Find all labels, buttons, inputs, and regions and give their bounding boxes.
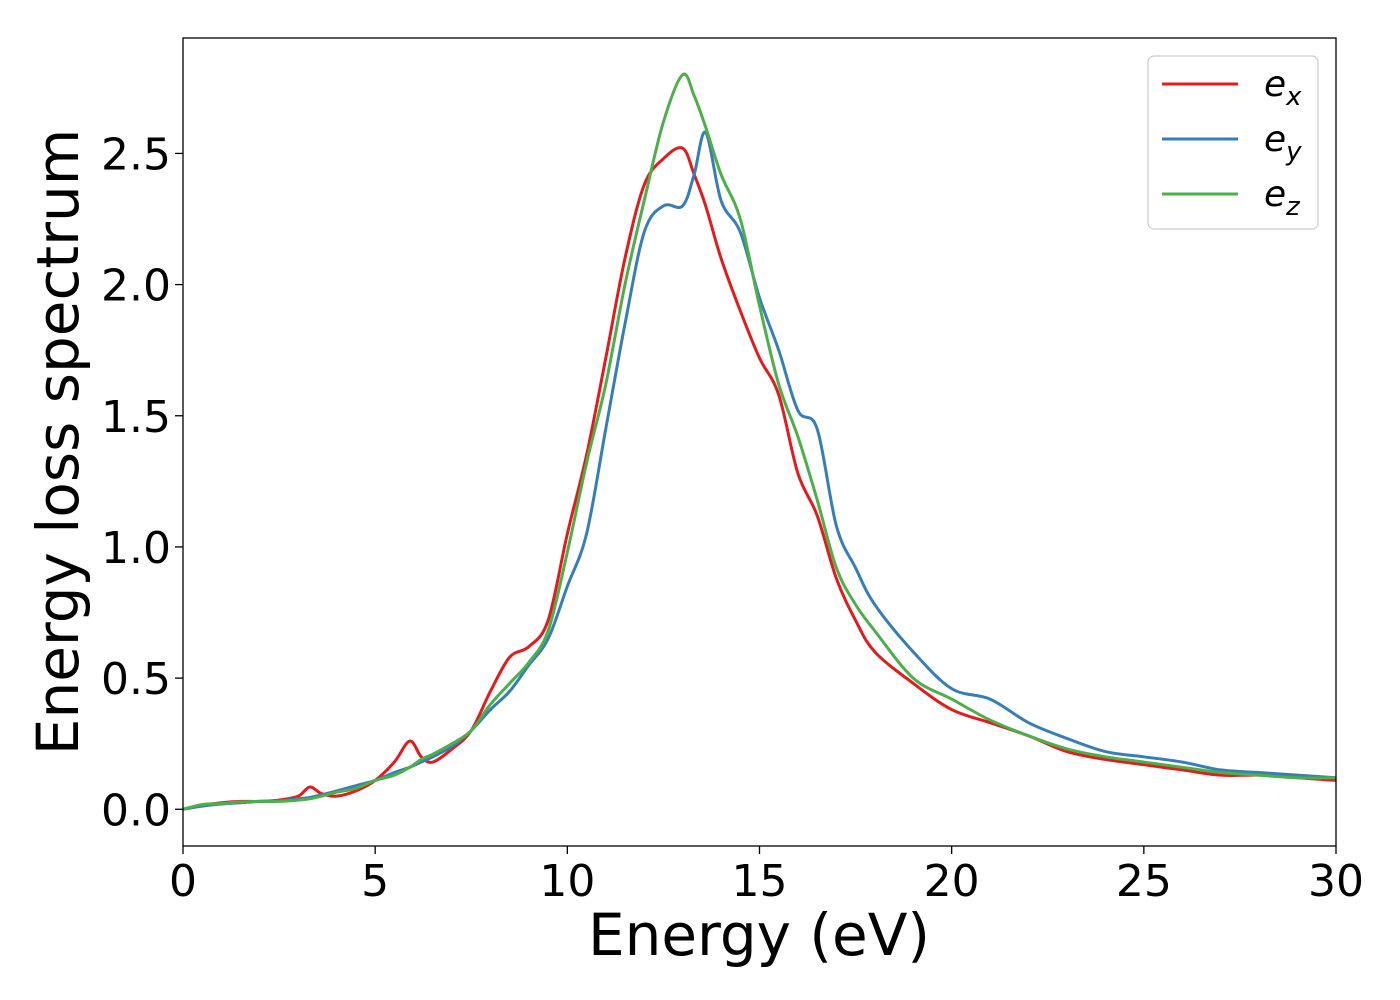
legend-box — [1147, 55, 1319, 230]
x-axis-label: Energy (eV) — [588, 901, 930, 969]
y-axis-label: Energy loss spectrum — [24, 129, 92, 755]
legend-label-ex: ex — [1264, 64, 1302, 112]
legend-label-ez: ez — [1264, 174, 1301, 222]
y-tick-label: 0.0 — [101, 785, 171, 836]
y-axis: 0.0 0.5 1.0 1.5 2.0 2.5 — [101, 129, 183, 836]
y-tick-label: 1.5 — [101, 392, 171, 443]
x-tick-label: 5 — [361, 856, 389, 907]
x-tick-label: 10 — [539, 856, 595, 907]
x-tick-label: 0 — [169, 856, 197, 907]
x-tick-label: 15 — [732, 856, 788, 907]
y-tick-label: 2.0 — [101, 261, 171, 312]
x-tick-label: 20 — [924, 856, 980, 907]
legend: ex ey ez — [1147, 55, 1319, 230]
y-tick-label: 1.0 — [101, 523, 171, 574]
y-tick-label: 2.5 — [101, 129, 171, 180]
x-tick-label: 30 — [1308, 856, 1364, 907]
x-axis: 0 5 10 15 20 25 30 — [169, 846, 1364, 907]
x-tick-label: 25 — [1116, 856, 1172, 907]
legend-label-ey: ey — [1264, 119, 1302, 167]
y-tick-label: 0.5 — [101, 654, 171, 705]
series-layer — [182, 72, 1337, 811]
series-line-ez — [182, 72, 1337, 811]
